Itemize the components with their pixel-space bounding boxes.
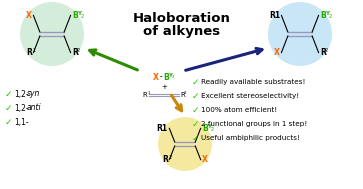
Circle shape [158,117,212,171]
Text: 1,1-: 1,1- [14,118,29,126]
Text: B: B [202,124,208,133]
Text: X: X [26,11,32,20]
Text: 2 functional groups in 1 step!: 2 functional groups in 1 step! [201,121,307,127]
Text: ✓: ✓ [192,133,200,143]
Text: ✓: ✓ [5,118,12,126]
Text: ✓: ✓ [5,104,12,112]
Text: 2: 2 [171,75,174,80]
Text: 2: 2 [169,155,172,160]
Text: anti: anti [27,104,41,112]
Text: Haloboration: Haloboration [133,12,231,25]
Text: R: R [142,92,147,98]
Text: Excellent stereoselectivity!: Excellent stereoselectivity! [201,93,299,99]
Text: R: R [72,48,78,57]
Text: -: - [160,73,162,81]
Text: 1: 1 [33,48,36,53]
Text: 100% atom efficient!: 100% atom efficient! [201,107,277,113]
Text: R1: R1 [269,11,280,20]
Text: Useful ambiphilic products!: Useful ambiphilic products! [201,135,300,141]
Text: Y: Y [168,73,172,78]
Text: ✓: ✓ [192,105,200,115]
Text: 2: 2 [184,91,187,95]
Text: +: + [161,84,167,90]
Text: R1: R1 [157,124,168,133]
Text: 2: 2 [329,14,332,19]
Text: B: B [72,11,78,20]
Text: Y: Y [207,124,211,129]
Text: ✓: ✓ [192,91,200,101]
Text: B: B [163,73,169,81]
Text: 1,2-: 1,2- [14,90,29,98]
Text: Readily available substrates!: Readily available substrates! [201,79,306,85]
Text: B: B [320,11,326,20]
Text: 1: 1 [148,91,151,95]
Circle shape [20,2,84,66]
Text: ✓: ✓ [192,77,200,87]
Text: 2: 2 [325,48,328,53]
Text: ✓: ✓ [5,90,12,98]
Text: X: X [202,155,208,164]
Text: X: X [153,73,159,81]
Text: Y: Y [325,12,329,16]
Text: X: X [274,48,280,57]
Text: 2: 2 [81,14,84,19]
Text: R: R [320,48,326,57]
Text: Y: Y [77,12,81,16]
Text: 2: 2 [77,48,80,53]
Circle shape [268,2,332,66]
Text: R: R [26,48,32,57]
Text: of alkynes: of alkynes [143,25,221,37]
Text: R: R [162,155,168,164]
Text: 1,2-: 1,2- [14,104,29,112]
Text: ✓: ✓ [192,119,200,129]
Text: R: R [180,92,185,98]
Text: syn: syn [27,90,40,98]
Text: 2: 2 [211,127,214,132]
